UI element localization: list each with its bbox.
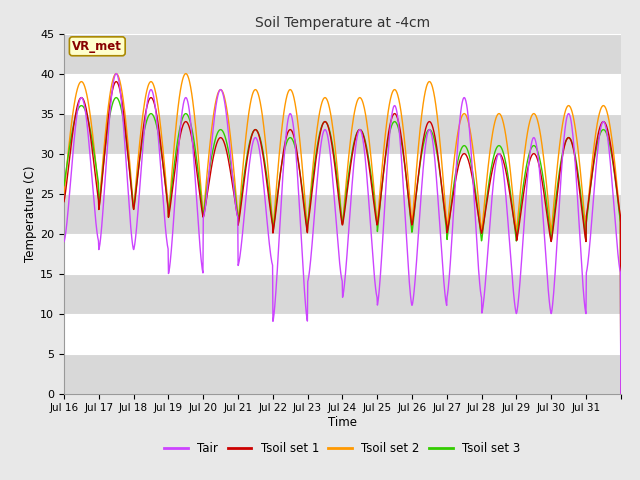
- Legend: Tair, Tsoil set 1, Tsoil set 2, Tsoil set 3: Tair, Tsoil set 1, Tsoil set 2, Tsoil se…: [159, 437, 525, 460]
- Y-axis label: Temperature (C): Temperature (C): [24, 165, 37, 262]
- Title: Soil Temperature at -4cm: Soil Temperature at -4cm: [255, 16, 430, 30]
- Bar: [64, 73, 621, 114]
- X-axis label: Time: Time: [328, 416, 357, 429]
- Bar: [64, 313, 621, 354]
- Bar: [64, 154, 621, 193]
- Bar: [64, 234, 621, 274]
- Text: VR_met: VR_met: [72, 40, 122, 53]
